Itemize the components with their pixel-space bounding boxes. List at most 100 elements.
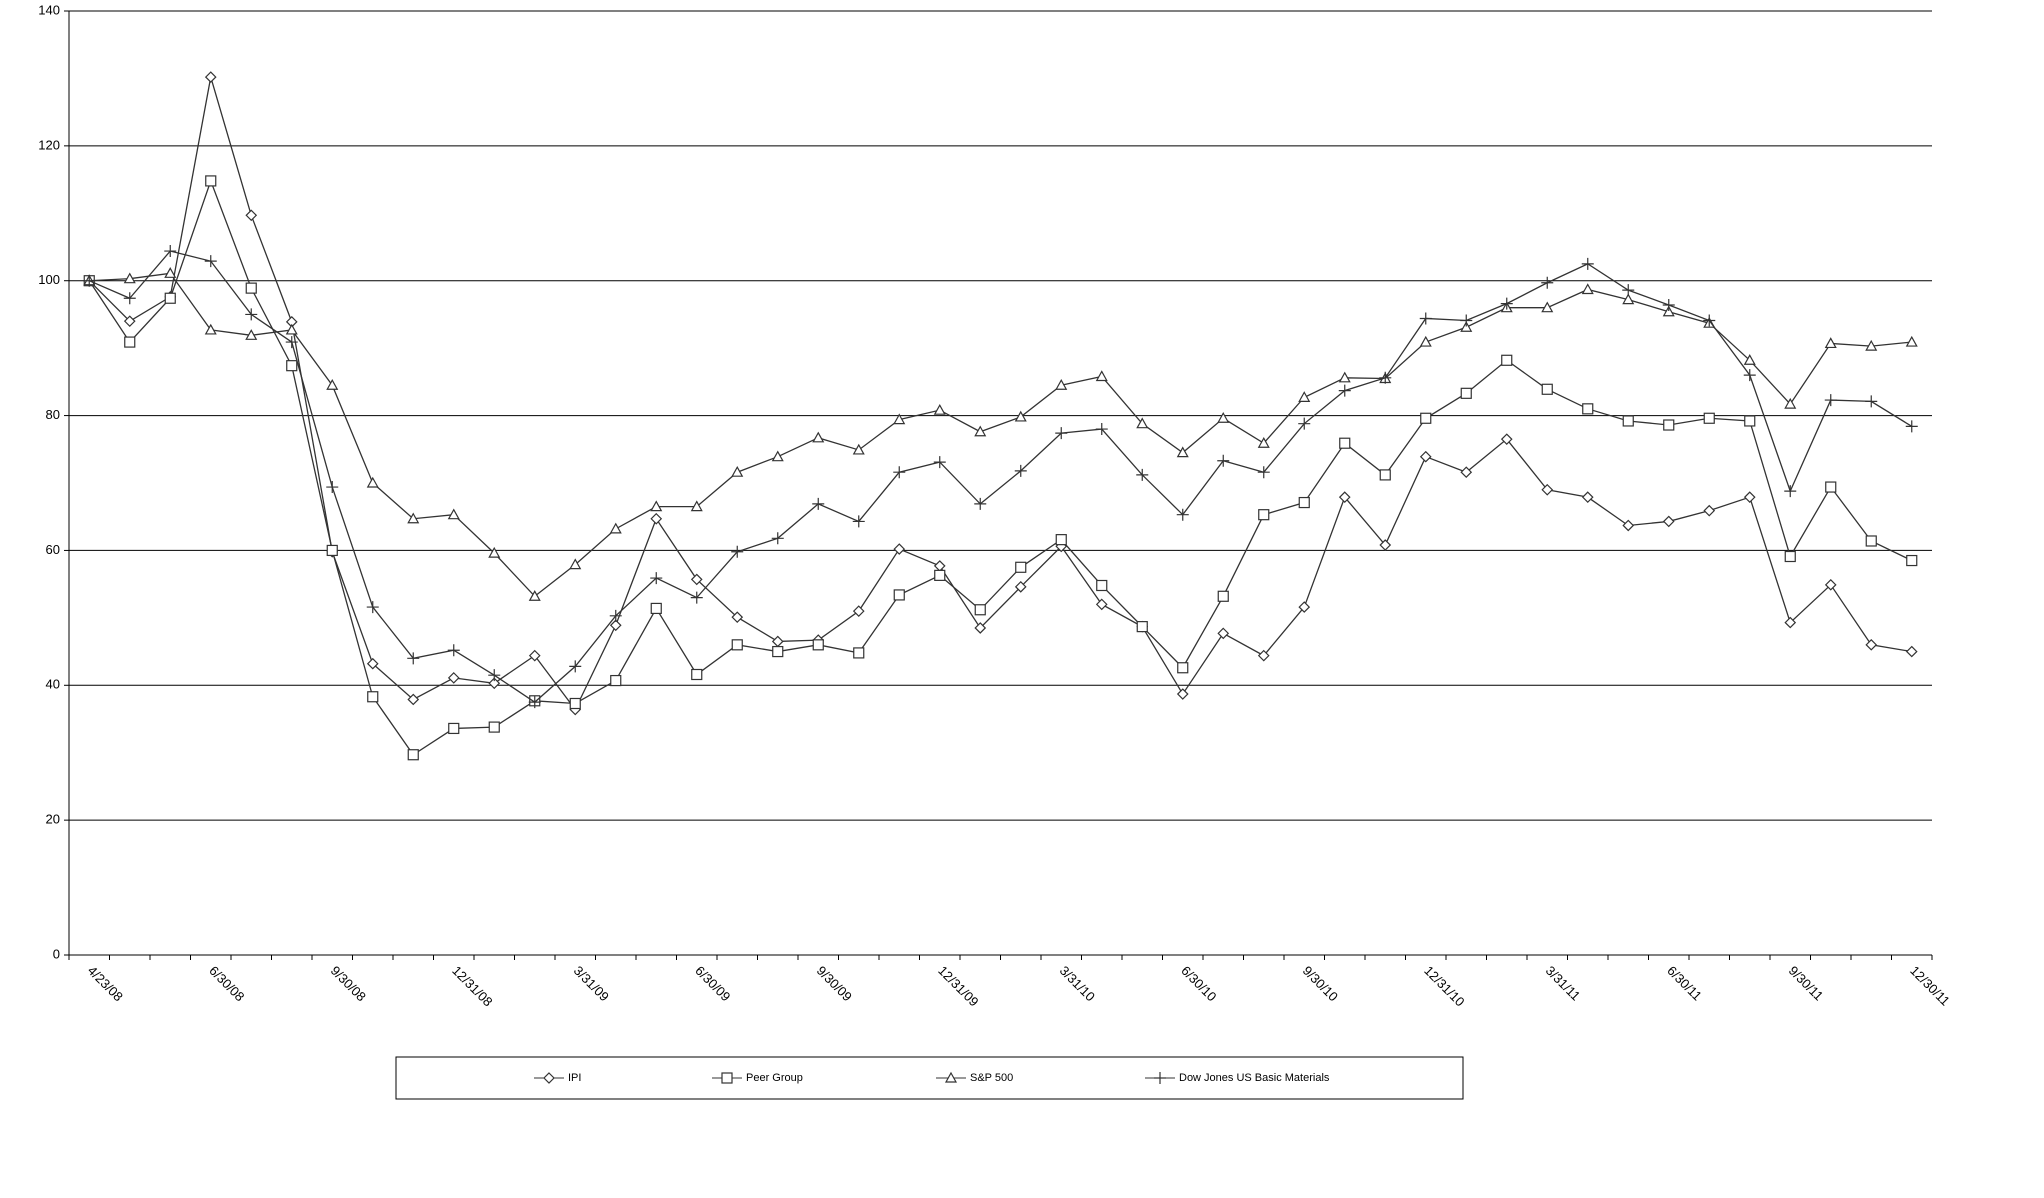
x-tick-label: 3/31/10 (1057, 963, 1098, 1004)
marker (933, 403, 946, 415)
marker (812, 431, 825, 443)
marker (366, 657, 379, 670)
marker (245, 282, 257, 294)
marker (1379, 469, 1391, 481)
series-line (88, 179, 1913, 756)
x-tick-label: 3/31/09 (571, 963, 612, 1004)
marker (1136, 417, 1149, 429)
marker (366, 601, 379, 614)
marker (893, 543, 906, 555)
marker (731, 465, 744, 477)
marker (944, 1071, 958, 1083)
marker (1298, 601, 1311, 613)
marker (1095, 370, 1108, 382)
marker (367, 691, 379, 703)
marker (933, 456, 946, 469)
marker (1905, 420, 1918, 433)
marker (1338, 384, 1351, 397)
y-tick-label: 80 (46, 407, 60, 422)
marker (852, 515, 865, 528)
marker (1136, 621, 1148, 633)
marker (407, 652, 420, 665)
marker (123, 272, 136, 284)
marker (164, 267, 177, 278)
marker (1622, 415, 1634, 427)
marker (1865, 535, 1877, 547)
marker (1703, 412, 1715, 424)
marker (974, 622, 987, 634)
marker (893, 589, 905, 601)
marker (1825, 481, 1837, 493)
marker (1298, 496, 1310, 509)
y-tick-label: 100 (38, 272, 60, 287)
marker (1096, 579, 1108, 592)
x-tick-label: 12/31/10 (1421, 963, 1467, 1009)
marker (1824, 337, 1837, 349)
marker (893, 466, 906, 479)
marker (285, 323, 298, 335)
legend-label: S&P 500 (970, 1072, 1013, 1084)
marker (447, 508, 460, 520)
marker (1703, 504, 1716, 517)
marker (1460, 321, 1473, 332)
marker (974, 497, 987, 510)
marker (1014, 580, 1027, 593)
marker (1460, 387, 1472, 399)
marker (1662, 515, 1675, 528)
marker (528, 696, 541, 709)
marker (1662, 298, 1675, 311)
marker (543, 1072, 555, 1084)
marker (83, 274, 96, 287)
marker (1824, 394, 1837, 407)
x-tick-label: 4/23/08 (85, 963, 126, 1004)
marker (1743, 491, 1756, 504)
x-tick-label: 12/31/09 (935, 963, 981, 1009)
x-tick-label: 3/31/11 (1543, 963, 1584, 1004)
marker (1541, 383, 1553, 395)
marker (1015, 561, 1027, 573)
marker (1136, 468, 1149, 481)
marker (1176, 688, 1189, 700)
marker (1824, 578, 1837, 591)
marker (164, 292, 176, 304)
marker (1581, 257, 1594, 270)
marker (772, 645, 784, 658)
marker (204, 323, 217, 335)
marker (1581, 283, 1594, 295)
marker (1905, 645, 1918, 658)
y-tick-label: 20 (46, 812, 60, 827)
marker (1014, 464, 1027, 477)
marker (933, 560, 946, 572)
marker (1298, 417, 1311, 430)
marker (123, 292, 136, 305)
marker (1176, 446, 1189, 458)
marker (1622, 284, 1635, 297)
marker (285, 336, 298, 349)
marker (407, 512, 420, 524)
marker (1784, 397, 1797, 409)
x-tick-label: 9/30/08 (328, 963, 369, 1004)
marker (812, 639, 824, 651)
x-tick-label: 6/30/11 (1664, 963, 1705, 1004)
legend-label: IPI (568, 1072, 581, 1084)
legend: IPI Peer Group S&P 500 Dow Jones US Basic M… (395, 1056, 1464, 1100)
y-tick-label: 120 (38, 137, 60, 152)
marker (812, 497, 825, 510)
marker (204, 255, 217, 268)
marker (1419, 335, 1432, 347)
marker (1784, 485, 1797, 498)
marker (1581, 491, 1594, 504)
marker (690, 573, 703, 586)
marker (488, 721, 500, 733)
marker (731, 545, 744, 558)
marker (1703, 314, 1716, 327)
marker (1339, 437, 1351, 449)
marker (1257, 649, 1270, 662)
marker (528, 649, 541, 662)
marker (1055, 378, 1068, 390)
marker (1541, 276, 1554, 289)
marker (731, 639, 743, 651)
marker (407, 749, 419, 761)
marker (326, 378, 339, 390)
marker (528, 590, 541, 601)
